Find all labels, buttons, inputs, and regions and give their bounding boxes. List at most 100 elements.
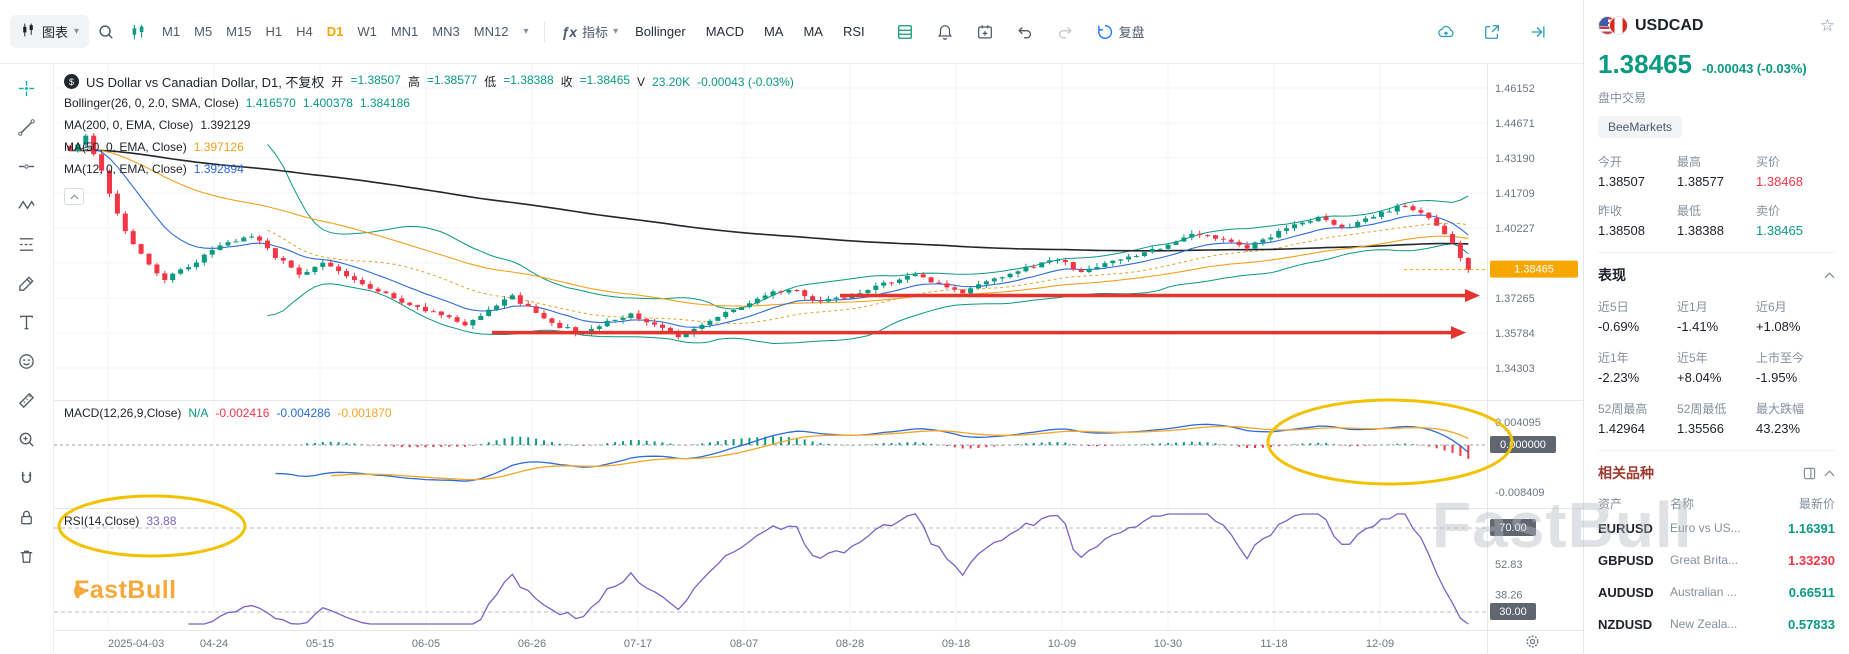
svg-text:38.26: 38.26 — [1495, 590, 1523, 602]
favorite-star-button[interactable]: ☆ — [1819, 16, 1835, 35]
svg-text:70.00: 70.00 — [1499, 522, 1527, 534]
export-button[interactable] — [1477, 17, 1507, 47]
magnet-icon — [16, 469, 38, 488]
time-axis[interactable] — [54, 630, 1487, 654]
replay-button[interactable]: 复盘 — [1090, 16, 1151, 47]
redo-button[interactable] — [1050, 17, 1080, 47]
performance-label: 近5年 — [1677, 351, 1708, 365]
timeframe-d1[interactable]: D1 — [320, 18, 351, 45]
performance-item-3: 近1年 -2.23% — [1598, 349, 1677, 385]
price-row: 1.38465 -0.00043 (-0.03%) — [1598, 49, 1835, 80]
related-price: 1.16391 — [1788, 520, 1835, 536]
indicator-shortcut-macd-1[interactable]: MACD — [697, 18, 753, 45]
candlestick-chart-icon — [20, 22, 36, 41]
tool-text[interactable] — [16, 312, 38, 332]
timeframe-group: M1 M5 M15 H1 H4 D1 W1 MN1 MN3 MN12 — [155, 18, 515, 45]
svg-text:05-15: 05-15 — [306, 638, 334, 650]
canada-flag-icon — [1609, 16, 1628, 35]
indicator-shortcut-rsi-4[interactable]: RSI — [834, 18, 874, 45]
tool-brush[interactable] — [16, 273, 38, 293]
price-axis[interactable] — [1487, 64, 1583, 630]
indicator-shortcut-ma-3[interactable]: MA — [794, 18, 832, 45]
indicator-shortcut-ma-2[interactable]: MA — [755, 18, 793, 45]
delete-icon — [16, 547, 38, 566]
related-row-audusd[interactable]: AUDUSD Australian ... 0.66511 — [1598, 576, 1835, 608]
related-collapse-button[interactable] — [1824, 469, 1835, 477]
quote-stat-value: 1.38507 — [1598, 174, 1645, 189]
performance-label: 52周最低 — [1677, 402, 1727, 416]
related-header-2: 最新价 — [1798, 497, 1835, 511]
timeframe-mn3[interactable]: MN3 — [425, 18, 466, 45]
calendar-button[interactable] — [970, 17, 1000, 47]
trend-line-icon — [16, 118, 38, 137]
chart-toolbar: 图表 ▾ M1 M5 M15 H1 H4 D1 W1 MN1 MN3 MN12 ▾ ƒx 指标 ▾… — [0, 0, 1583, 64]
external-link-icon — [1483, 23, 1501, 41]
timeframe-more-button[interactable]: ▾ — [517, 21, 534, 43]
calendar-plus-icon — [976, 23, 994, 41]
performance-title: 表现 — [1598, 267, 1626, 283]
chart-type-button[interactable] — [123, 17, 153, 47]
alert-button[interactable] — [930, 17, 960, 47]
svg-text:12-09: 12-09 — [1366, 638, 1394, 650]
chart-canvas[interactable]: 1.46152 1.44671 1.43190 1.41709 1.40227 1.372… — [54, 64, 1583, 654]
tool-wave[interactable] — [16, 195, 38, 215]
performance-item-4: 近5年 +8.04% — [1677, 349, 1756, 385]
performance-value: -2.23% — [1598, 370, 1640, 385]
chart-menu-label: 图表 — [42, 25, 69, 40]
related-price: 0.66511 — [1788, 584, 1835, 600]
search-icon — [97, 23, 115, 41]
tool-zoom-in[interactable] — [16, 429, 38, 449]
quote-stat-label: 今开 — [1598, 155, 1623, 169]
performance-value: +1.08% — [1756, 319, 1801, 334]
indicators-button[interactable]: ƒx 指标 ▾ — [555, 16, 624, 47]
undo-button[interactable] — [1010, 17, 1040, 47]
chart-menu-button[interactable]: 图表 ▾ — [10, 15, 90, 48]
tool-trend-line[interactable] — [16, 117, 38, 137]
quote-stats: 今开 1.38507 最高 1.38577 买价 1.38468 昨收 1.38508 最低 1.… — [1598, 153, 1835, 238]
tool-horizontal-line[interactable] — [16, 156, 38, 176]
quote-sidebar: USDCAD ☆ 1.38465 -0.00043 (-0.03%) 盘中交易 … — [1583, 0, 1849, 654]
legend-collapse-button[interactable] — [64, 188, 84, 205]
performance-label: 近1月 — [1677, 300, 1708, 314]
tool-lock[interactable] — [16, 507, 38, 527]
tool-emoji[interactable] — [16, 351, 38, 371]
cloud-save-button[interactable] — [1431, 17, 1461, 47]
timeframe-m1[interactable]: M1 — [155, 18, 187, 45]
performance-collapse-button[interactable] — [1824, 271, 1835, 279]
tool-magnet[interactable] — [16, 468, 38, 488]
redo-icon — [1056, 23, 1074, 41]
indicator-shortcut-bollinger-0[interactable]: Bollinger — [626, 18, 695, 45]
layout-button[interactable] — [890, 17, 920, 47]
broker-chip[interactable]: BeeMarkets — [1598, 116, 1683, 138]
related-row-nzdusd[interactable]: NZDUSD New Zeala... 0.57833 — [1598, 608, 1835, 640]
collapse-panel-button[interactable] — [1523, 17, 1553, 47]
performance-value: 43.23% — [1756, 421, 1801, 436]
svg-text:1.44671: 1.44671 — [1495, 118, 1535, 130]
bell-icon — [936, 23, 954, 41]
svg-text:1.35784: 1.35784 — [1495, 328, 1535, 340]
related-panel-button[interactable] — [1803, 467, 1816, 480]
tool-measure[interactable] — [16, 390, 38, 410]
svg-text:30.00: 30.00 — [1499, 606, 1527, 618]
timeframe-mn1[interactable]: MN1 — [384, 18, 425, 45]
measure-icon — [16, 391, 38, 410]
related-row-gbpusd[interactable]: GBPUSD Great Brita... 1.33230 — [1598, 544, 1835, 576]
tool-fibonacci[interactable] — [16, 234, 38, 254]
quote-stat-0: 今开 1.38507 — [1598, 153, 1677, 189]
search-button[interactable] — [91, 17, 121, 47]
timeframe-w1[interactable]: W1 — [350, 18, 384, 45]
svg-text:11-18: 11-18 — [1260, 638, 1287, 650]
related-row-eurusd[interactable]: EURUSD Euro vs US... 1.16391 — [1598, 512, 1835, 544]
timeframe-h1[interactable]: H1 — [258, 18, 289, 45]
chart-settings-button[interactable] — [1520, 631, 1544, 651]
svg-text:52.83: 52.83 — [1495, 559, 1523, 571]
toolbar-icon-cluster: 复盘 — [890, 16, 1151, 47]
timeframe-h4[interactable]: H4 — [289, 18, 320, 45]
tool-crosshair[interactable] — [16, 78, 38, 98]
tool-delete[interactable] — [16, 546, 38, 566]
timeframe-m15[interactable]: M15 — [219, 18, 258, 45]
performance-label: 52周最高 — [1598, 402, 1648, 416]
svg-text:06-26: 06-26 — [518, 638, 546, 650]
timeframe-mn12[interactable]: MN12 — [467, 18, 516, 45]
timeframe-m5[interactable]: M5 — [187, 18, 219, 45]
